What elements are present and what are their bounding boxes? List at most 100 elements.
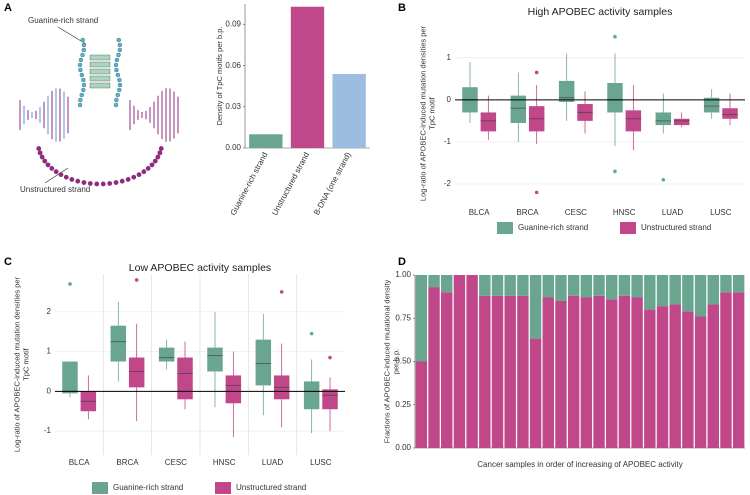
nucleotide	[131, 174, 137, 180]
nucleotide	[107, 181, 113, 186]
bar-segment	[694, 275, 707, 317]
nucleotide	[158, 146, 164, 151]
x-tick-label: HNSC	[613, 208, 636, 217]
tetrad	[89, 61, 111, 68]
bar-segment	[606, 275, 618, 300]
bar-segment	[415, 361, 428, 448]
nucleotide	[39, 154, 45, 160]
bar-segment	[567, 295, 580, 448]
bar-segment	[644, 275, 656, 310]
y-tick-label: 0.50	[395, 357, 411, 366]
y-tick-label: 0.09	[225, 20, 241, 29]
nucleotide	[81, 77, 86, 83]
outlier	[279, 290, 284, 294]
y-tick-label: 0.00	[395, 443, 411, 452]
outlier	[309, 331, 314, 336]
nucleotide	[77, 102, 83, 108]
legend-swatch	[92, 482, 108, 494]
y-tick-label: 1	[447, 53, 452, 62]
box	[703, 97, 720, 113]
bar-segment	[720, 275, 732, 293]
bar-segment	[631, 297, 643, 448]
nucleotide	[113, 180, 119, 185]
y-axis-label-text: Density of TpC motifs per b.p.	[215, 26, 224, 126]
nucleotide	[80, 52, 85, 58]
bar-segment	[529, 275, 542, 340]
x-tick-label: BLCA	[469, 208, 491, 217]
x-tick-label: B-DNA (one strand)	[312, 150, 353, 216]
outlier	[534, 190, 539, 195]
bar-segment	[720, 292, 732, 448]
x-tick-label: LUSC	[710, 208, 732, 217]
bar-segment	[542, 275, 554, 298]
box	[607, 83, 623, 113]
bar-segment	[707, 304, 719, 448]
x-tick-label: Guanine-rich strand	[229, 151, 270, 217]
x-tick-label: HNSC	[213, 458, 236, 467]
box	[303, 381, 320, 410]
outlier	[613, 34, 617, 39]
box	[225, 375, 242, 404]
bar-segment	[428, 275, 440, 288]
bar-segment	[618, 275, 631, 296]
box	[255, 339, 272, 386]
y-tick-label: 1	[47, 347, 52, 356]
nucleotide	[77, 62, 83, 68]
outlier	[534, 70, 539, 75]
bar-segment	[479, 295, 491, 448]
tetrad	[89, 68, 111, 75]
chart-title: High APOBEC activity samples	[528, 6, 673, 18]
nucleotide	[69, 177, 75, 182]
nucleotide	[155, 154, 161, 160]
bar-segment	[428, 287, 440, 448]
bar-segment	[606, 299, 618, 448]
x-tick-label: CESC	[165, 458, 187, 467]
x-axis-label: Cancer samples in order of increasing of…	[477, 460, 682, 469]
box	[558, 80, 575, 102]
box	[110, 325, 127, 362]
bar-segment	[504, 275, 516, 296]
nucleotide	[152, 158, 158, 164]
legend-swatch	[215, 482, 231, 494]
bar-segment	[580, 297, 593, 448]
pointer-arrow	[44, 167, 69, 184]
bar-segment	[593, 275, 605, 296]
nucleotide	[79, 72, 85, 78]
tetrad	[89, 54, 111, 61]
x-tick-label: Unstructured strand	[270, 151, 311, 217]
nucleotide	[79, 92, 84, 98]
nucleotide	[115, 92, 120, 98]
nucleotide	[117, 77, 122, 83]
nucleotide	[117, 87, 122, 93]
nucleotide	[115, 72, 121, 78]
nucleotide	[80, 37, 85, 43]
bar-segment	[479, 275, 491, 296]
bar-segment	[491, 275, 504, 296]
bar-segment	[555, 300, 567, 448]
tetrad	[89, 82, 111, 89]
y-tick-label: 1.00	[395, 270, 411, 279]
legend-label: Unstructured strand	[641, 223, 711, 232]
bar-segment	[441, 275, 453, 293]
bar-segment	[529, 339, 542, 448]
nucleotide	[113, 102, 119, 108]
diagram-label: Guanine-rich strand	[28, 16, 98, 25]
legend-label: Guanine-rich strand	[518, 223, 588, 232]
nucleotide	[63, 174, 69, 180]
x-tick-label: BRCA	[116, 458, 139, 467]
tetrad	[89, 75, 111, 82]
nucleotide	[114, 67, 119, 73]
legend-label: Guanine-rich strand	[113, 483, 183, 492]
bar	[332, 73, 366, 148]
nucleotide	[114, 97, 119, 103]
x-tick-label: LUSC	[310, 458, 332, 467]
bar-segment	[732, 275, 745, 293]
y-tick-label: 0.25	[395, 400, 411, 409]
box	[655, 112, 672, 126]
y-axis-label-text: Log-ratio of APOBEC-induced mutation den…	[12, 276, 30, 453]
bar-segment	[669, 304, 681, 448]
y-tick-label: 2	[47, 307, 52, 316]
nucleotide	[116, 52, 121, 58]
nucleotide	[81, 87, 86, 93]
